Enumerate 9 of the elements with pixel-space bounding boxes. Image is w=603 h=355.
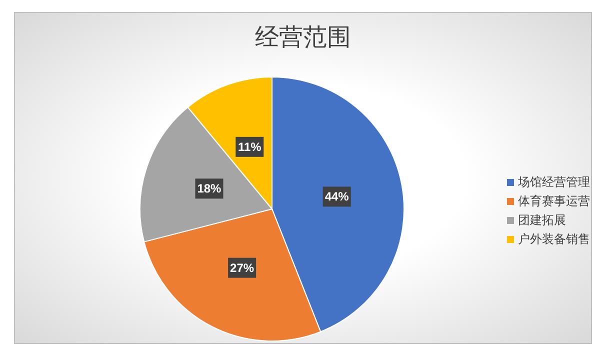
- data-label: 27%: [230, 260, 254, 275]
- data-label: 18%: [197, 182, 222, 196]
- legend-label: 团建拓展: [518, 212, 566, 229]
- data-label: 44%: [324, 190, 350, 204]
- data-label: 11%: [238, 140, 262, 154]
- legend-label: 户外装备销售: [518, 231, 590, 248]
- legend-label: 体育赛事运营: [518, 193, 590, 210]
- legend-label: 场馆经营管理: [518, 174, 590, 191]
- chart-title: 经营范围: [254, 23, 352, 53]
